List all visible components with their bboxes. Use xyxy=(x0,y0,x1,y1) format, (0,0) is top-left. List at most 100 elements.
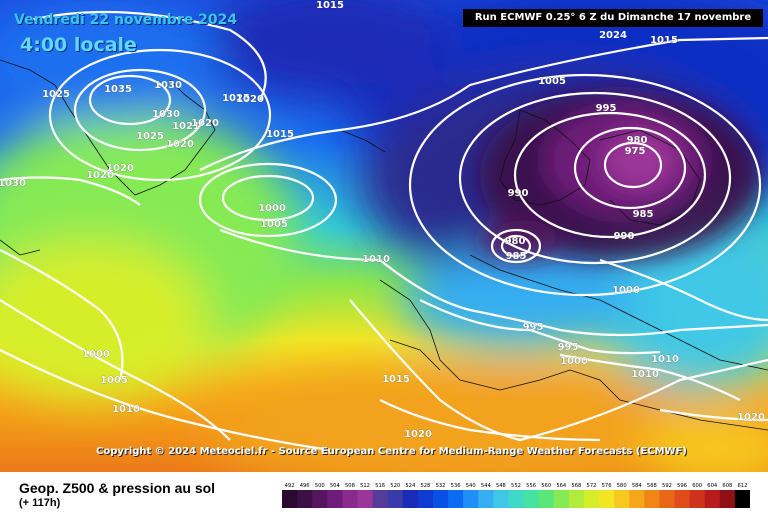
isobar-label: 1020 xyxy=(86,170,114,181)
legend-swatch xyxy=(327,490,343,508)
legend-tick-label: 552 xyxy=(511,483,521,489)
legend-tick-label: 504 xyxy=(330,483,341,489)
isobar-label: 1015 xyxy=(266,129,294,140)
legend-swatch xyxy=(357,490,373,508)
legend-swatch xyxy=(614,490,630,508)
figure-title: Geop. Z500 & pression au sol xyxy=(19,480,216,496)
legend-tick-label: 512 xyxy=(360,483,370,489)
legend-swatch xyxy=(463,490,479,508)
isobar-label: 995 xyxy=(523,322,544,333)
legend-swatch xyxy=(644,490,660,508)
legend-swatch xyxy=(583,490,600,508)
legend-tick-label: 536 xyxy=(451,483,461,489)
legend-swatch xyxy=(523,490,540,508)
isobar-label: 1005 xyxy=(538,76,566,87)
legend-swatch xyxy=(508,490,524,508)
legend-tick-label: 584 xyxy=(632,483,643,489)
legend-tick-label: 492 xyxy=(285,483,295,489)
legend-tick-label: 560 xyxy=(541,483,551,489)
model-run-box: Run ECMWF 0.25° 6 Z du Dimanche 17 novem… xyxy=(463,9,763,41)
legend-tick-label: 532 xyxy=(436,483,446,489)
isobar-label: 975 xyxy=(625,146,646,157)
isobar-label: 1030 xyxy=(0,178,26,189)
legend-swatch xyxy=(704,490,721,508)
isobar-label: 985 xyxy=(633,209,654,220)
isobar-label: 1000 xyxy=(612,285,640,296)
isobar-label: 1020 xyxy=(106,163,134,174)
legend-tick-label: 600 xyxy=(692,483,702,489)
legend-swatch xyxy=(734,490,750,508)
isobar-label: 985 xyxy=(506,251,527,262)
isobar-label: 1000 xyxy=(82,349,110,360)
isobar-label: 1020 xyxy=(166,139,194,150)
isobar-label: 995 xyxy=(596,103,617,114)
isobar-label: 1020 xyxy=(191,118,219,129)
legend-tick-label: 588 xyxy=(647,483,657,489)
legend-tick-label: 592 xyxy=(662,483,672,489)
isobar-label: 1021 xyxy=(172,121,200,132)
isobar-label: 1015 xyxy=(650,35,678,46)
legend-swatch xyxy=(342,490,358,508)
legend-tick-label: 568 xyxy=(571,483,581,489)
legend-swatch xyxy=(372,490,389,508)
isobar-label: 995 xyxy=(558,342,579,353)
legend-tick-label: 564 xyxy=(556,483,567,489)
legend-tick-label: 544 xyxy=(481,483,492,489)
isobar-label: 1010 xyxy=(112,404,140,415)
isobar-label: 1005 xyxy=(100,375,128,386)
legend-swatch xyxy=(719,490,736,508)
legend-swatch xyxy=(553,490,570,508)
isobar-label: 1025 xyxy=(42,89,70,100)
legend-swatch xyxy=(689,490,706,508)
color-legend: 492 496 500 504 508 512 516 520 524 528 532 536 540 5… xyxy=(282,483,750,508)
legend-tick-label: 500 xyxy=(315,483,325,489)
isobar-label: 1030 xyxy=(152,109,180,120)
isobar-label: 1035 xyxy=(104,84,132,95)
footer: Geop. Z500 & pression au sol (+ 117h) 49… xyxy=(0,472,768,512)
isobar-label: 1010 xyxy=(631,369,659,380)
legend-swatch xyxy=(659,490,675,508)
legend-tick-label: 520 xyxy=(390,483,400,489)
legend-tick-label: 608 xyxy=(722,483,732,489)
isobar-label: 990 xyxy=(614,231,635,242)
isobar-label: 1020 xyxy=(737,412,765,423)
legend-swatch xyxy=(674,490,691,508)
legend-tick-label: 508 xyxy=(345,483,355,489)
legend-swatch xyxy=(599,490,615,508)
isobar-label: 1010 xyxy=(362,254,390,265)
isobar-label: 1020 xyxy=(404,429,432,440)
isobar-label: 990 xyxy=(508,188,529,199)
legend-swatch xyxy=(387,490,404,508)
isobar-label: 1015 xyxy=(382,374,410,385)
legend-swatch xyxy=(312,490,328,508)
legend-tick-label: 572 xyxy=(587,483,597,489)
legend-tick-label: 576 xyxy=(602,483,612,489)
legend-tick-label: 596 xyxy=(677,483,687,489)
isobar-label: 1000 xyxy=(560,356,588,367)
legend-tick-label: 580 xyxy=(617,483,627,489)
legend-tick-label: 528 xyxy=(420,483,430,489)
legend-swatch xyxy=(448,490,464,508)
legend-tick-label: 496 xyxy=(300,483,310,489)
figure-subtitle: (+ 117h) xyxy=(19,497,61,509)
legend-swatch xyxy=(402,490,419,508)
legend-swatch xyxy=(282,490,298,508)
legend-swatch xyxy=(432,490,449,508)
legend-swatch xyxy=(538,490,555,508)
legend-swatch xyxy=(568,490,585,508)
isobar-label: 980 xyxy=(627,135,648,146)
legend-swatch xyxy=(417,490,434,508)
legend-tick-label: 540 xyxy=(466,483,476,489)
isobar-label: 1020 xyxy=(236,94,264,105)
legend-tick-label: 612 xyxy=(737,483,747,489)
forecast-date: Vendredi 22 novembre 2024 xyxy=(14,12,238,28)
copyright-notice: Copyright © 2024 Meteociel.fr - Source E… xyxy=(96,446,687,457)
legend-swatch xyxy=(493,490,509,508)
forecast-time: 4:00 locale xyxy=(20,34,137,56)
isobar-label: 1025 xyxy=(222,93,250,104)
isobar-label: 1030 xyxy=(154,80,182,91)
isobar-label: 1005 xyxy=(260,219,288,230)
legend-tick-label: 548 xyxy=(496,483,506,489)
legend-swatch xyxy=(629,490,645,508)
